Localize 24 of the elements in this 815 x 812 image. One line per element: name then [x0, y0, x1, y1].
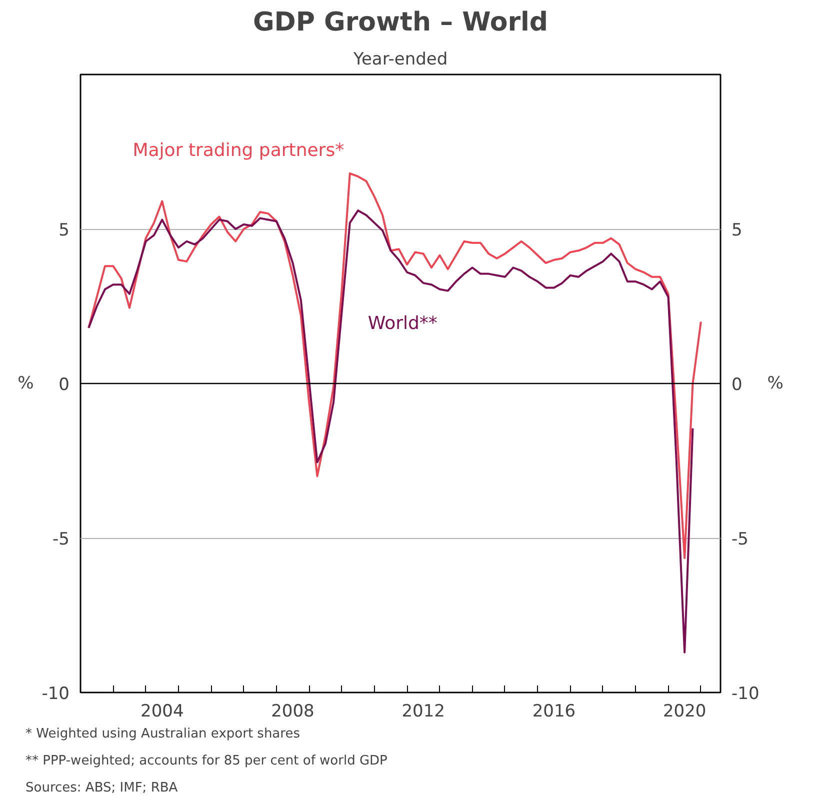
x-tick-label: 2016	[532, 702, 576, 722]
line-series	[88, 172, 702, 560]
y-tick-label: -10	[42, 684, 70, 704]
y2-tick-label: 0	[732, 375, 742, 395]
y-axis-title: %	[18, 374, 34, 394]
y2-tick-label: -10	[732, 684, 760, 704]
series-label: Major trading partners*	[132, 140, 344, 162]
source-note: Sources: ABS; IMF; RBA	[26, 780, 178, 796]
y-tick-label: -5	[52, 530, 70, 550]
text: ** PPP-weighted; accounts for 85 per cent of world GDP	[26, 754, 388, 768]
series-label: World**	[368, 313, 438, 334]
y-tick-label: 0	[58, 375, 70, 395]
x-tick-label: 2012	[402, 702, 445, 722]
y-tick-label: 5	[58, 220, 70, 240]
line-series	[88, 209, 694, 654]
chart-title: GDP Growth – World	[252, 8, 548, 38]
y2-tick-label: -5	[732, 530, 748, 550]
text: * Weighted using Australian export shares	[26, 726, 300, 742]
y2-tick-label: 5	[732, 220, 742, 240]
x-tick-label: 2004	[140, 702, 184, 722]
chart-subtitle: Year-ended	[352, 50, 448, 70]
y2-axis-title: %	[767, 374, 784, 394]
x-tick-label: 2020	[662, 702, 706, 722]
x-tick-label: 2008	[271, 702, 314, 722]
